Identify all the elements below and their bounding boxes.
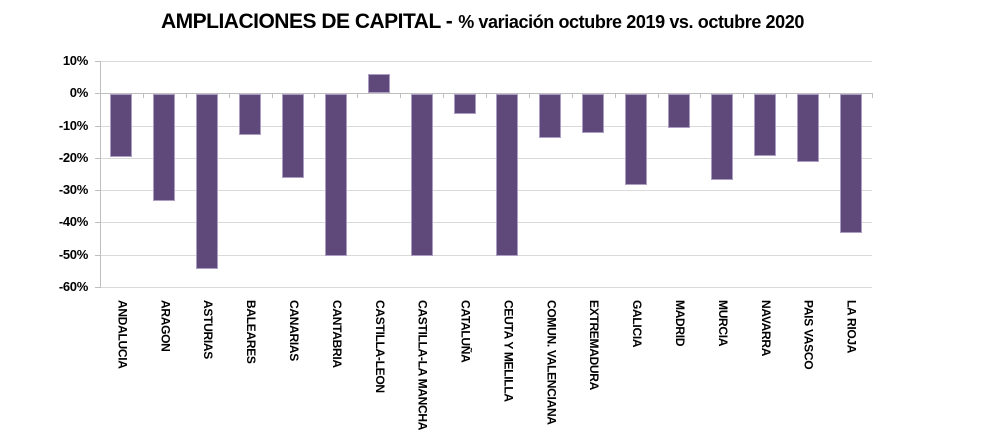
category-axis-tick (700, 93, 702, 99)
category-axis-tick (614, 93, 616, 99)
category-axis-tick (142, 93, 144, 99)
y-axis-label: -50% (58, 246, 88, 262)
category-axis-tick (571, 93, 573, 99)
x-axis-label: LA RIOJA (844, 300, 859, 354)
chart-title: AMPLIACIONES DE CAPITAL -% variación oct… (0, 10, 965, 34)
x-axis-label: CASTILLA-LA MANCHA (415, 300, 430, 431)
y-gridline (100, 254, 872, 256)
y-axis-label: -20% (58, 149, 88, 165)
y-axis-line (100, 61, 101, 288)
x-axis-label: ARAGON (158, 300, 173, 352)
x-axis-label: ANDALUCIA (115, 300, 130, 369)
x-axis-label: BALEARES (244, 300, 259, 364)
y-axis-tick (95, 157, 100, 159)
x-axis-label: CANARIAS (287, 300, 301, 361)
category-axis-tick (314, 93, 316, 99)
y-gridline (100, 157, 872, 159)
y-gridline (100, 287, 872, 288)
bar-ceuta-y-melilla (496, 94, 519, 256)
category-axis-tick (743, 93, 745, 99)
category-axis-tick (872, 93, 873, 99)
bar-aragon (153, 94, 176, 201)
category-axis-tick (400, 93, 402, 99)
y-axis-tick (95, 61, 100, 62)
x-axis-label: CATALUÑA (458, 300, 473, 363)
y-axis-tick (95, 190, 100, 192)
x-axis-label: COMUN. VALENCIANA (544, 300, 559, 425)
y-axis-tick (95, 125, 100, 127)
category-axis-tick (443, 93, 445, 99)
bar-murcia (710, 94, 733, 180)
bar-andalucia (110, 94, 133, 158)
y-axis-tick (95, 254, 100, 256)
category-axis-tick (786, 93, 788, 99)
y-gridline (100, 190, 872, 192)
bar-asturias (196, 94, 219, 269)
y-gridline (100, 61, 872, 62)
bar-madrid (668, 94, 690, 129)
y-axis-tick (95, 222, 100, 224)
x-axis-label: GALICIA (630, 300, 645, 348)
y-axis-label: -10% (58, 117, 88, 133)
bar-canarias (282, 94, 304, 179)
bar-galicia (625, 94, 648, 185)
x-axis-label: CANTABRIA (329, 300, 344, 368)
category-axis-tick (228, 93, 230, 99)
category-axis-tick (657, 93, 659, 99)
x-axis-label: ASTURIAS (201, 300, 216, 359)
x-axis-label: MURCIA (715, 300, 730, 347)
category-axis-tick (528, 93, 530, 99)
y-axis-label: -30% (58, 182, 88, 198)
x-axis-label: EXTREMADURA (587, 300, 602, 391)
category-axis-tick (185, 93, 187, 99)
x-axis-label: CASTILLA-LEON (372, 300, 387, 393)
category-axis-tick (829, 93, 831, 99)
x-axis-label: NAVARRA (758, 300, 773, 357)
bar-la-rioja (839, 94, 862, 234)
y-axis-label: -60% (58, 279, 88, 294)
y-axis-label: 0% (69, 85, 89, 101)
y-axis-label: 10% (62, 53, 88, 68)
x-axis-label: CEUTA Y MELILLA (501, 300, 516, 402)
category-axis-tick (271, 93, 273, 99)
bar-catalu-a (453, 94, 476, 114)
bar-pais-vasco (796, 94, 819, 163)
y-gridline (100, 222, 872, 224)
bar-cantabria (324, 94, 347, 256)
y-axis-tick (95, 287, 100, 288)
category-axis-tick (357, 93, 359, 99)
bar-baleares (239, 94, 262, 135)
y-gridline (100, 125, 872, 127)
bar-castilla-la-mancha (410, 94, 433, 256)
y-axis-label: -40% (58, 214, 88, 230)
category-axis-tick (486, 93, 487, 99)
chart-title-main: AMPLIACIONES DE CAPITAL - (160, 10, 453, 33)
x-axis-label: PAIS VASCO (801, 300, 816, 370)
category-axis-tick (100, 93, 101, 99)
chart-title-sub: % variación octubre 2019 vs. octubre 202… (458, 12, 804, 32)
bar-comun-valenciana (539, 94, 562, 138)
x-axis-label: MADRID (673, 300, 687, 347)
bar-extremadura (582, 94, 605, 134)
bar-navarra (753, 94, 776, 156)
y-axis-tick (95, 93, 100, 95)
bar-castilla-leon (367, 73, 390, 94)
